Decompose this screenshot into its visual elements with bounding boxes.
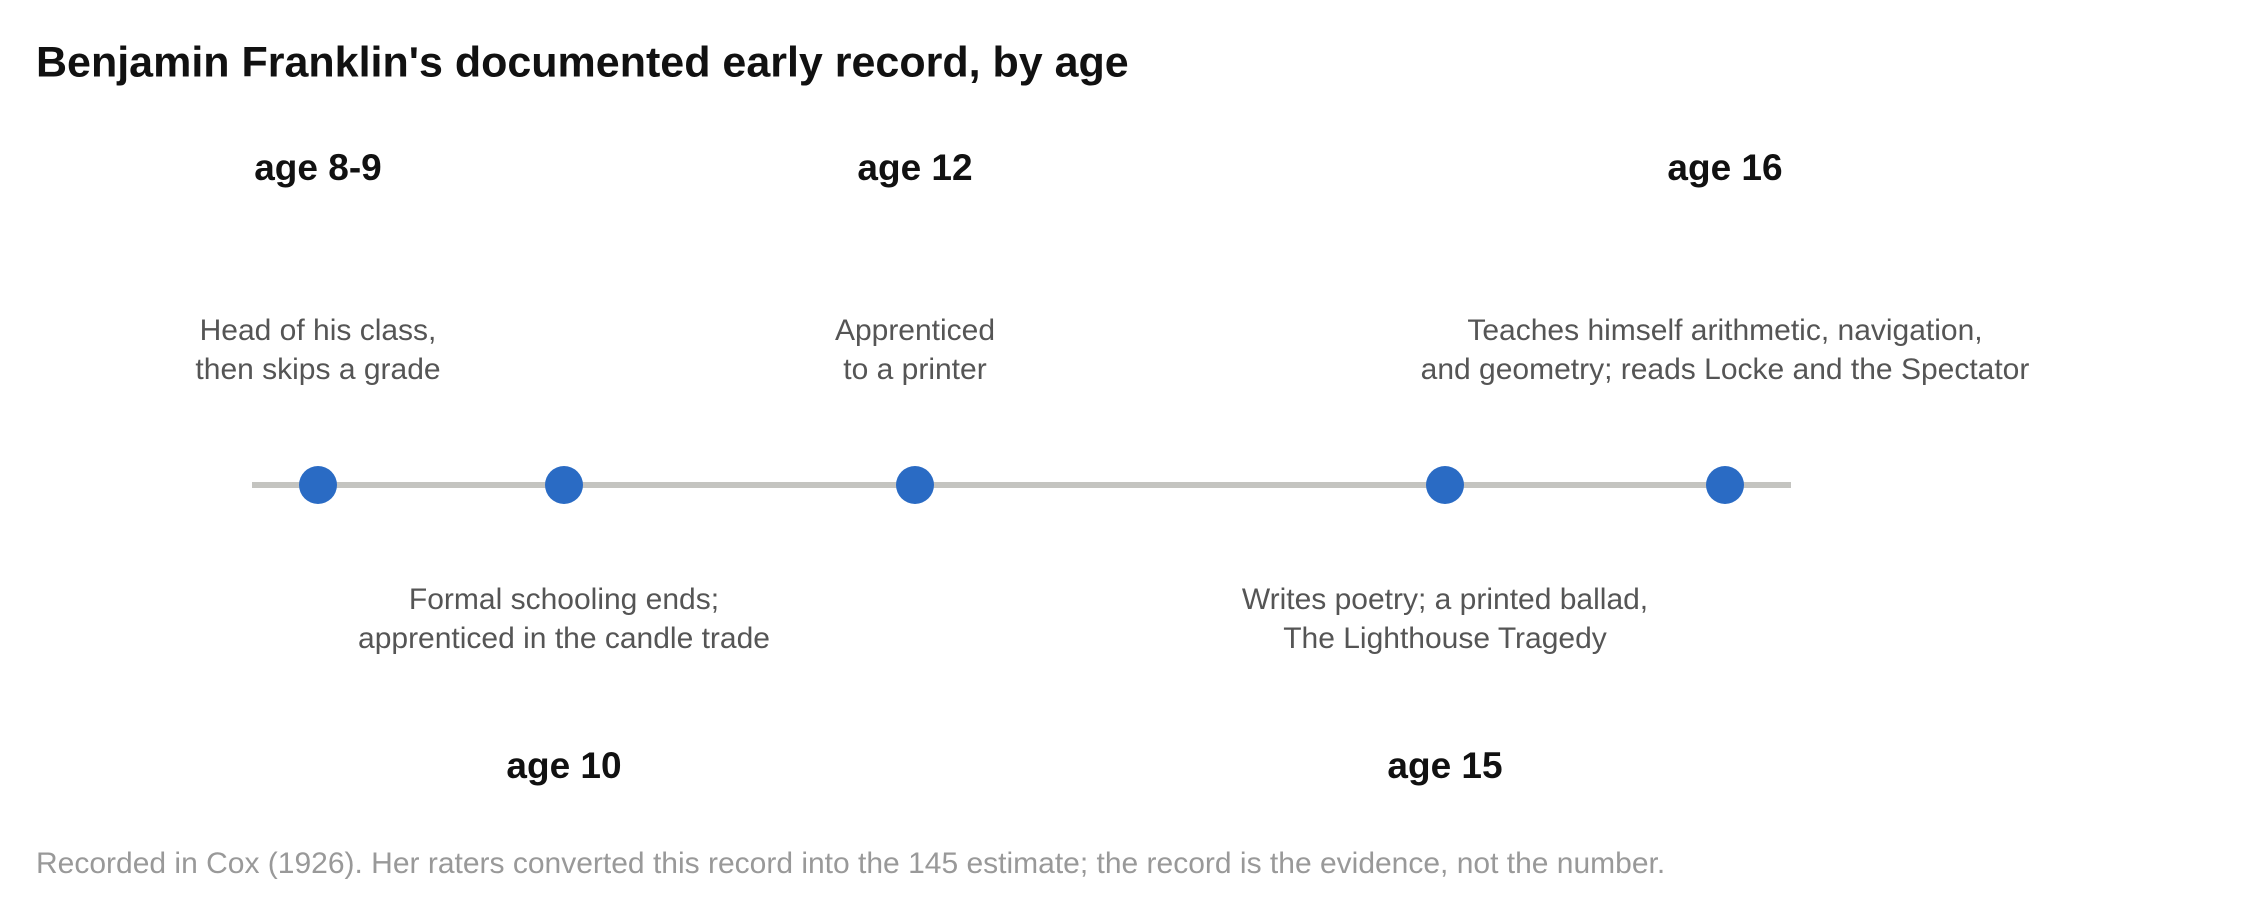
event-dot [896, 466, 934, 504]
age-label: age 16 [1667, 147, 1782, 188]
event-description: Apprenticed [835, 314, 995, 347]
age-label: age 15 [1387, 745, 1502, 786]
event-dot [1426, 466, 1464, 504]
event-description: Teaches himself arithmetic, navigation, [1467, 314, 1982, 347]
event-description: Head of his class, [200, 314, 437, 347]
age-label: age 12 [857, 147, 972, 188]
event-dot [299, 466, 337, 504]
event-description: The Lighthouse Tragedy [1283, 622, 1607, 655]
title: Benjamin Franklin's documented early rec… [36, 38, 1129, 86]
event-dot [545, 466, 583, 504]
footnote: Recorded in Cox (1926). Her raters conve… [36, 847, 1665, 880]
event-description: then skips a grade [195, 353, 440, 386]
event-description: to a printer [843, 353, 986, 386]
age-label: age 8-9 [254, 147, 382, 188]
age-label: age 10 [506, 745, 621, 786]
event-description: Formal schooling ends; [409, 583, 719, 616]
event-description: Writes poetry; a printed ballad, [1242, 583, 1648, 616]
event-description: and geometry; reads Locke and the Specta… [1421, 353, 2030, 386]
event-description: apprenticed in the candle trade [358, 622, 770, 655]
event-dot [1706, 466, 1744, 504]
